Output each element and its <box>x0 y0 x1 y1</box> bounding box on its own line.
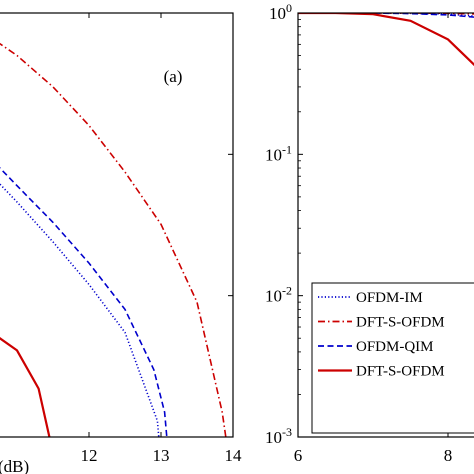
y-tick-base: 10 <box>265 145 282 164</box>
series-line-ofdm-qim-dashed <box>0 166 168 437</box>
legend-label-ofdm-im: OFDM-IM <box>356 290 423 306</box>
x-tick-label: 14 <box>225 446 243 465</box>
y-tick-label: 10-3 <box>265 425 292 447</box>
y-tick-exponent: -2 <box>282 284 292 298</box>
series-line-dft-s-ofdm-solid <box>0 337 51 437</box>
panel-label: (a) <box>164 67 183 86</box>
axes-frame-a <box>0 12 234 438</box>
y-tick-exponent: -3 <box>282 425 292 439</box>
x-tick-label: 6 <box>294 446 303 465</box>
x-axis-label-fragment: (dB) <box>0 457 29 474</box>
x-tick-label: 12 <box>81 446 98 465</box>
y-tick-exponent: 0 <box>286 1 292 15</box>
series-line-dft-s-ofdm-dashdot <box>0 42 227 437</box>
x-tick-label: 13 <box>153 446 170 465</box>
x-tick-label: 8 <box>444 446 453 465</box>
legend: OFDM-IM DFT-S-OFDM OFDM-QIM DFT-S-OFDM <box>311 282 474 434</box>
y-tick-label: 10-2 <box>265 284 292 306</box>
y-tick-label: 100 <box>269 1 292 23</box>
panel-b-plot: 6 810010-110-210-3OFDM-IMDFT-S-OFDMOFDM-Q… <box>265 1 474 465</box>
y-tick-exponent: -1 <box>282 142 292 156</box>
legend-label-dft-s-ofdm: DFT-S-OFDM <box>356 315 445 331</box>
series-group <box>298 13 474 67</box>
series-group <box>0 42 227 437</box>
y-tick-base: 10 <box>265 287 282 306</box>
series-line-dft-s-ofdm-solid <box>298 13 474 67</box>
legend-label-dft-s-ofdm: DFT-S-OFDM <box>356 364 445 380</box>
legend-label-ofdm-qim: OFDM-QIM <box>356 339 434 355</box>
legend-box <box>311 282 474 434</box>
series-line-ofdm-im-dotted <box>0 183 160 437</box>
y-tick-base: 10 <box>265 428 282 447</box>
y-tick-label: 10-1 <box>265 142 292 164</box>
y-tick-base: 10 <box>269 4 286 23</box>
panel-a-plot: 12 13 14 (a) (dB) <box>0 12 243 474</box>
